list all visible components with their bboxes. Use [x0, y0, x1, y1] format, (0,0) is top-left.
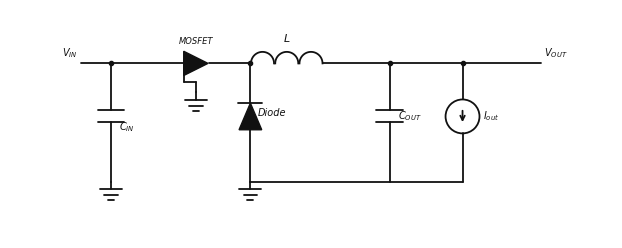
Text: Diode: Diode	[258, 108, 286, 118]
Polygon shape	[239, 103, 262, 130]
Text: MOSFET: MOSFET	[179, 37, 213, 46]
Text: $C_{OUT}$: $C_{OUT}$	[398, 110, 422, 123]
Text: L: L	[284, 34, 290, 44]
Text: $I_{out}$: $I_{out}$	[483, 110, 499, 123]
Text: $C_{IN}$: $C_{IN}$	[119, 121, 135, 134]
Text: $V_{OUT}$: $V_{OUT}$	[544, 47, 568, 60]
Text: $V_{IN}$: $V_{IN}$	[62, 47, 78, 60]
Polygon shape	[183, 51, 208, 75]
